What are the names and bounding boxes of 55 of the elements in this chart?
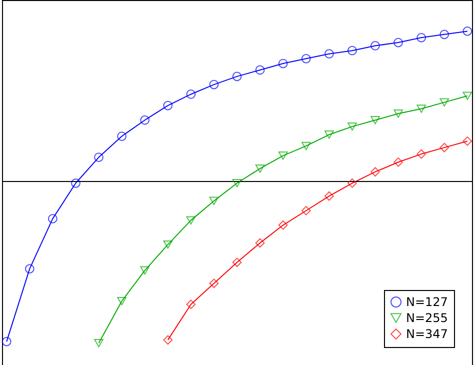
point <box>186 300 196 310</box>
legend-label: N=255 <box>406 311 448 325</box>
point <box>440 142 450 152</box>
point <box>163 240 173 249</box>
point <box>186 216 196 224</box>
point <box>348 178 357 188</box>
point <box>370 116 380 124</box>
point <box>255 164 265 173</box>
point <box>324 49 334 58</box>
point <box>416 32 426 42</box>
point <box>232 72 242 82</box>
point <box>48 214 58 224</box>
point <box>440 98 450 106</box>
point <box>440 30 450 40</box>
legend-label: N=347 <box>406 327 448 341</box>
point <box>140 266 150 275</box>
point <box>209 196 219 206</box>
point <box>2 336 12 346</box>
point <box>370 167 380 177</box>
point <box>416 149 426 159</box>
point <box>348 46 357 56</box>
point <box>394 157 403 167</box>
point <box>117 132 126 141</box>
point <box>348 122 357 131</box>
point <box>209 278 219 288</box>
point <box>71 178 80 188</box>
point <box>324 130 334 139</box>
point <box>301 54 311 64</box>
point <box>370 41 380 50</box>
point <box>301 206 311 216</box>
point <box>255 238 265 248</box>
point <box>163 335 173 345</box>
point <box>232 179 242 188</box>
point <box>117 297 126 306</box>
point <box>462 26 472 36</box>
point <box>394 38 403 48</box>
point <box>278 58 288 68</box>
point <box>163 100 173 110</box>
point <box>24 264 34 274</box>
point <box>232 258 242 268</box>
point <box>301 142 311 150</box>
point <box>278 220 288 230</box>
point <box>255 65 265 75</box>
point <box>140 115 150 125</box>
point <box>94 152 104 162</box>
point <box>416 104 426 113</box>
point <box>186 90 196 99</box>
point <box>462 136 472 146</box>
point <box>209 80 219 90</box>
point <box>278 152 288 160</box>
legend-label: N=127 <box>406 295 448 309</box>
point <box>94 339 104 348</box>
point <box>324 191 334 201</box>
point <box>394 110 403 118</box>
point <box>462 92 472 100</box>
